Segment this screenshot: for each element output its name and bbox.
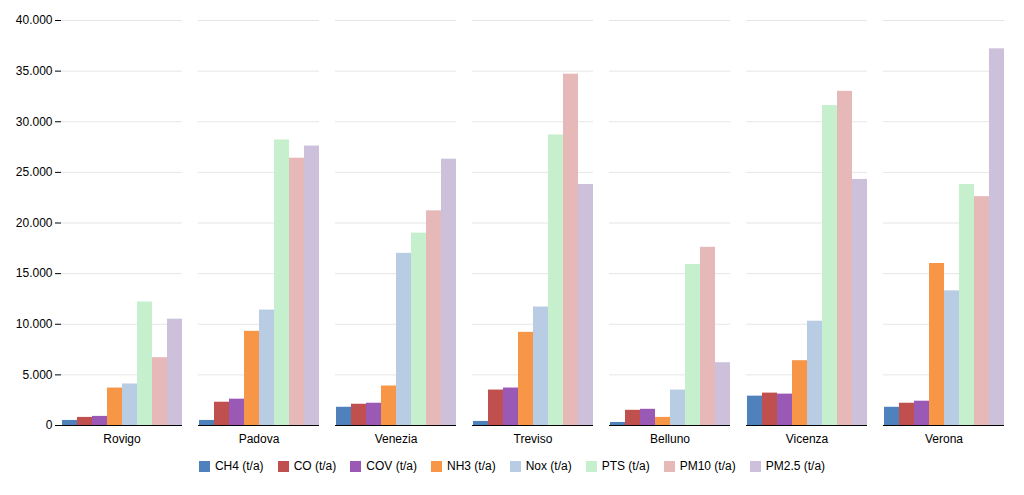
svg-text:20.000: 20.000 xyxy=(16,216,53,230)
svg-text:Belluno: Belluno xyxy=(650,432,690,446)
svg-text:25.000: 25.000 xyxy=(16,165,53,179)
svg-text:30.000: 30.000 xyxy=(16,115,53,129)
html-text:PM2.5 (t/a): PM2.5 (t/a) xyxy=(765,459,826,473)
svg-text:10.000: 10.000 xyxy=(16,317,53,331)
html-text:NH3 (t/a): NH3 (t/a) xyxy=(447,459,496,473)
svg-text:Rovigo: Rovigo xyxy=(103,432,141,446)
svg-text:40.000: 40.000 xyxy=(16,13,53,27)
svg-text:0: 0 xyxy=(46,418,53,432)
svg-text:Treviso: Treviso xyxy=(514,432,553,446)
svg-text:35.000: 35.000 xyxy=(16,64,53,78)
svg-text:Vicenza: Vicenza xyxy=(786,432,829,446)
html-text:CO (t/a): CO (t/a) xyxy=(293,459,337,473)
svg-text:Padova: Padova xyxy=(239,432,280,446)
html-text:CH4 (t/a): CH4 (t/a) xyxy=(214,459,264,473)
svg-text:5.000: 5.000 xyxy=(22,368,52,382)
svg-text:Venezia: Venezia xyxy=(375,432,418,446)
svg-text:15.000: 15.000 xyxy=(16,266,53,280)
html-text:COV (t/a): COV (t/a) xyxy=(366,459,417,473)
html-text:PM10 (t/a): PM10 (t/a) xyxy=(679,459,736,473)
html-text:PTS (t/a): PTS (t/a) xyxy=(601,459,650,473)
svg-text:Verona: Verona xyxy=(925,432,963,446)
html-text:Nox (t/a): Nox (t/a) xyxy=(525,459,572,473)
